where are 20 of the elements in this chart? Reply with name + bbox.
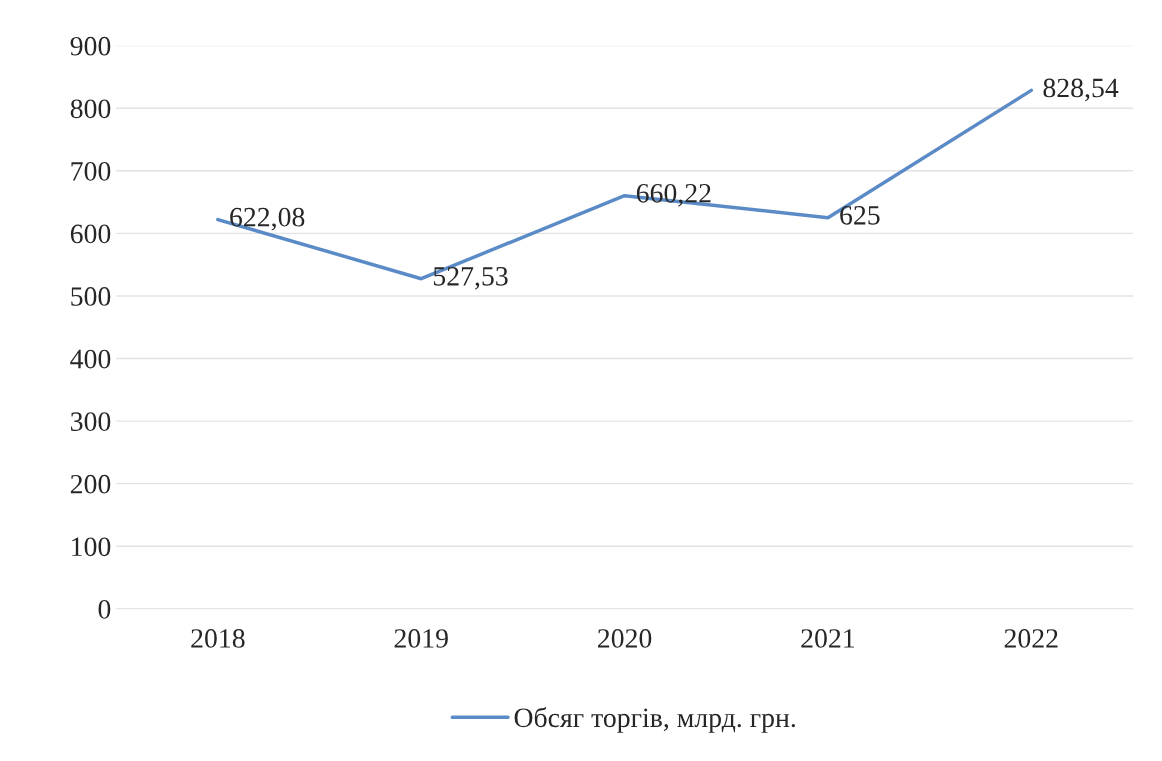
x-tick-label: 2020 (598, 629, 652, 648)
y-tick-label: 400 (70, 349, 111, 369)
x-tick-label: 2022 (1004, 629, 1058, 648)
data-label: 622,08 (230, 207, 305, 231)
y-tick-label: 200 (70, 474, 111, 494)
x-tick-label: 2021 (801, 629, 855, 648)
x-tick-label: 2019 (394, 629, 448, 648)
x-tick-label: 2018 (191, 629, 245, 648)
legend-label: Обсяг торгів, млрд. грн. (514, 707, 795, 733)
data-label: 828,54 (1043, 78, 1119, 102)
y-tick-label: 700 (71, 161, 111, 181)
y-tick-label: 0 (98, 599, 111, 619)
y-tick-label: 100 (72, 537, 111, 557)
y-tick-label: 600 (70, 224, 111, 244)
y-tick-label: 800 (70, 99, 111, 119)
y-tick-label: 300 (71, 412, 111, 431)
y-tick-label: 900 (70, 36, 111, 56)
data-label: 625 (840, 206, 880, 225)
y-tick-label: 500 (71, 287, 111, 306)
data-label: 527,53 (433, 267, 508, 290)
